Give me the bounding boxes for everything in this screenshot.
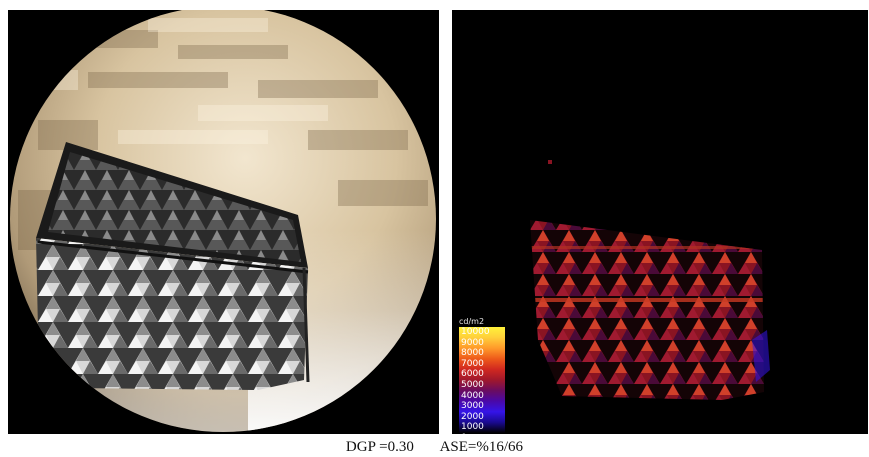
legend-color-bar [459, 327, 505, 433]
legend-tick-label: 2000 [461, 411, 484, 422]
legend-tick-label: 4000 [461, 390, 484, 401]
legend-tick-label: 8000 [461, 348, 484, 359]
fisheye-dome-graphic [10, 10, 436, 432]
ase-value: ASE=%16/66 [439, 439, 524, 455]
dgp-value: DGP =0.30 [345, 439, 414, 455]
luminance-map-graphic [530, 160, 770, 400]
legend-tick-label: 5000 [461, 380, 484, 390]
legend-tick-label: 1000 [461, 422, 484, 433]
legend-tick-label: 9000 [461, 337, 484, 348]
legend-tick-label: 10000 [461, 327, 490, 337]
legend-unit-label: cd/m2 [459, 317, 485, 326]
luminance-false-color-image: cd/m2 10000 9000 8000 7000 6000 5000 4000 3000 2… [452, 10, 868, 434]
legend-tick-label: 0 [461, 433, 467, 434]
figure-caption: DGP =0.30 ASE=%16/66 [0, 437, 869, 457]
legend-tick-label: 6000 [461, 369, 484, 380]
legend-tick-label: 7000 [461, 358, 484, 369]
legend-tick-label: 3000 [461, 401, 484, 412]
fisheye-rendering-image [8, 10, 439, 434]
